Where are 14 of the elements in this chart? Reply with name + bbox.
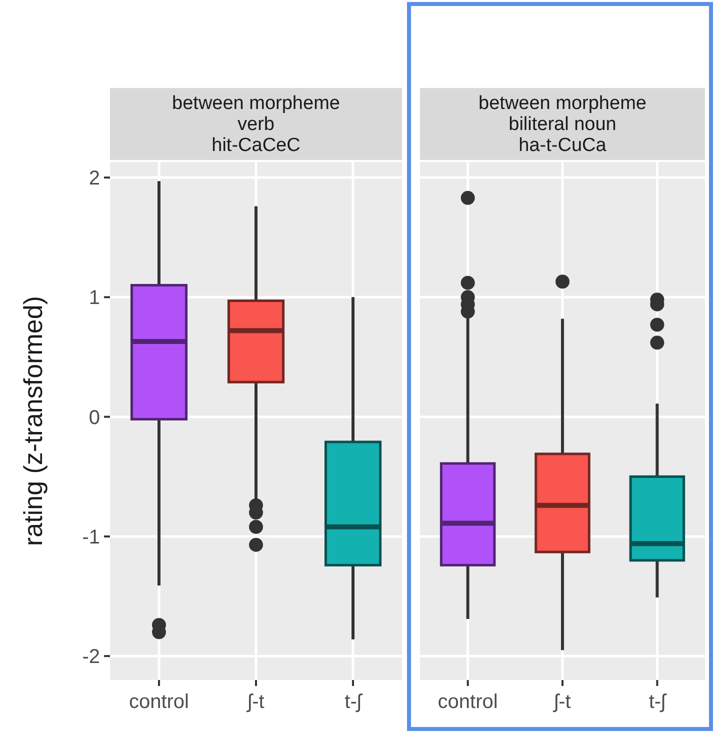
y-tick-label: 1 [88,287,100,310]
x-tick-label: ʃ-t [246,691,265,713]
y-tick-label: -2 [82,646,100,668]
x-tick-label: t-ʃ [344,691,363,713]
y-tick-label: 0 [88,406,100,429]
x-tick-label: ʃ-t [552,691,572,713]
y-tick-label: -1 [82,526,100,548]
x-tick-label: t-ʃ [648,691,668,713]
chart-title: between morpheme verb hit-CaCeC [172,93,340,156]
y-axis-title: rating (z-transformed) [18,296,48,546]
y-tick-label: 2 [88,168,100,190]
x-tick-label: control [438,691,498,713]
x-tick-label: control [128,691,190,713]
chart-title: between morpheme biliteral noun ha-t-CuCa [478,93,646,156]
